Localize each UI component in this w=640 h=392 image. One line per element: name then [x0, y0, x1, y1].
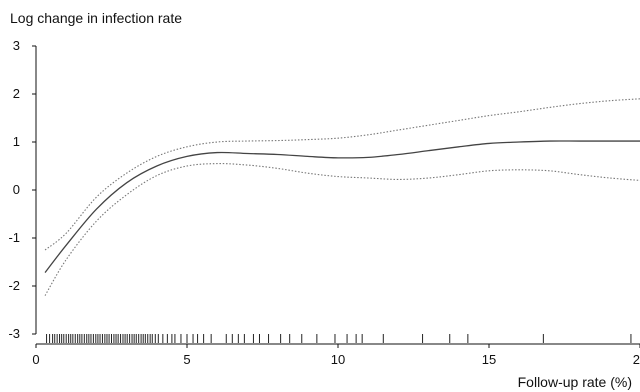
axes: -3 -2 -1 0 1 2 3 0 5 10 15 20 [8, 38, 640, 367]
y-tick-label: 3 [13, 38, 20, 53]
estimate-line [44, 140, 640, 273]
x-tick-label: 5 [183, 352, 190, 367]
y-tick-label: 1 [13, 134, 20, 149]
y-tick-label: -1 [8, 230, 20, 245]
lower-bound-line [44, 163, 640, 296]
x-tick-label: 15 [482, 352, 496, 367]
x-tick-label: 0 [32, 352, 39, 367]
x-tick-label: 10 [331, 352, 345, 367]
x-axis-title: Follow-up rate (%) [518, 374, 632, 390]
y-tick-label: 2 [13, 86, 20, 101]
upper-bound-line [44, 98, 640, 251]
y-tick-label: 0 [13, 182, 20, 197]
y-axis-title: Log change in infection rate [10, 10, 182, 26]
y-tick-label: -3 [8, 326, 20, 341]
rug-marks [46, 334, 632, 343]
series-lines [44, 98, 640, 296]
y-tick-label: -2 [8, 278, 20, 293]
x-tick-label: 20 [633, 352, 640, 367]
